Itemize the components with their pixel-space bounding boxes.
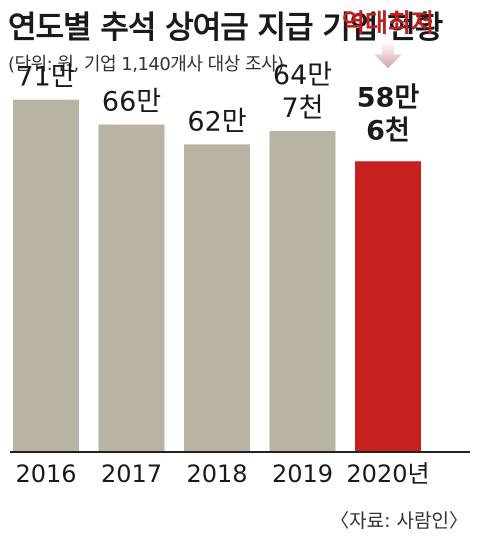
source-note: 〈자료: 사람인〉 [330,510,468,532]
x-tick-label-4: 2020년 [346,460,429,488]
record-low-annotation: 역대최저 [342,8,434,37]
bar-2016 [13,99,79,452]
value-label-2018-0: 62만 [187,106,246,137]
value-label-2016-0: 71만 [16,62,75,93]
bar-2020년 [355,161,421,452]
bar-2018 [184,144,250,452]
x-tick-label-3: 2019 [272,460,333,488]
x-tick-label-1: 2017 [101,460,162,488]
bar-2017 [98,124,165,453]
value-label-2019-0: 64만 [273,60,332,91]
x-tick-label-0: 2016 [15,460,76,488]
x-tick-label-2: 2018 [186,460,247,488]
value-label-2020년-1: 6천 [366,115,410,146]
chart-subtitle: (단위: 원, 기업 1,140개사 대상 조사) [8,54,284,75]
bar-2019 [269,130,336,452]
down-arrow-icon [374,42,402,69]
value-label-2019-1: 7천 [281,93,323,124]
value-label-2017-0: 66만 [102,87,161,118]
value-label-2020년-0: 58만 [357,82,420,113]
page-title: 연도별 추석 상여금 지급 기업 현황 [8,10,443,46]
